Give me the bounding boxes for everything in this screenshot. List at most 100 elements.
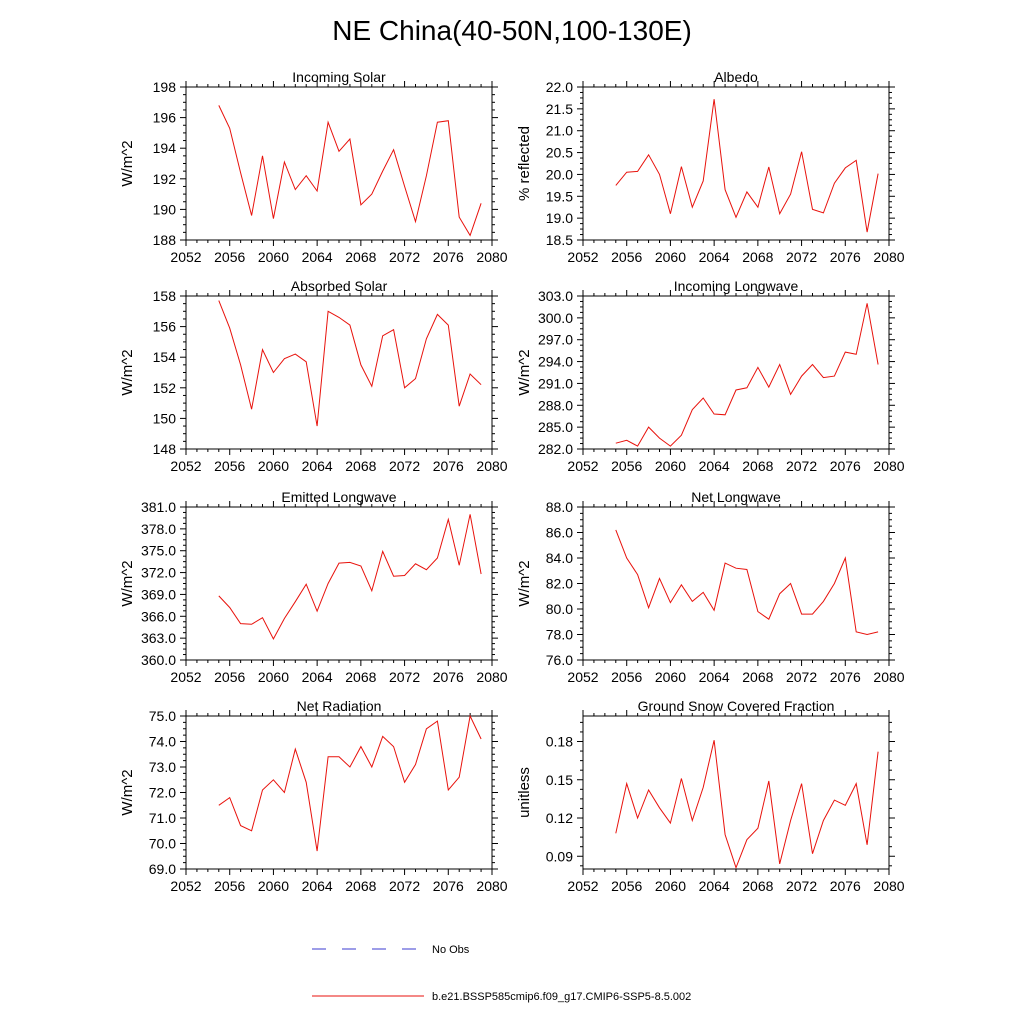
y-tick-label: 74.0 xyxy=(149,734,176,750)
x-tick-label: 2052 xyxy=(170,458,201,474)
x-tick-label: 2076 xyxy=(830,669,861,685)
series-line xyxy=(218,714,482,852)
x-tick-label: 2060 xyxy=(655,458,686,474)
series-line xyxy=(218,105,482,237)
x-tick-label: 2056 xyxy=(214,458,245,474)
panel-2: Albedo % reflected 2052 2056 2060 2064 2068 207… xyxy=(516,69,905,265)
x-tick-label: 2068 xyxy=(742,458,773,474)
y-tick-label: 18.5 xyxy=(546,232,573,248)
y-tick-label: 0.18 xyxy=(546,734,573,750)
x-tick-label: 2052 xyxy=(567,249,598,265)
x-tick-label: 2068 xyxy=(742,878,773,894)
y-tick-label: 158 xyxy=(153,288,177,304)
x-tick-label: 2056 xyxy=(214,878,245,894)
series-line xyxy=(615,529,879,636)
x-tick-label: 2052 xyxy=(170,878,201,894)
x-tick-label: 2052 xyxy=(170,249,201,265)
x-tick-label: 2068 xyxy=(345,878,376,894)
panel-title: Incoming Solar xyxy=(292,69,386,85)
y-tick-label: 288.0 xyxy=(538,397,573,413)
x-tick-label: 2072 xyxy=(786,669,817,685)
panel-5: Emitted Longwave W/m^2 2052 2056 2060 2064 206… xyxy=(119,489,508,685)
y-tick-label: 19.5 xyxy=(546,188,573,204)
y-tick-label: 20.0 xyxy=(546,166,573,182)
x-tick-label: 2080 xyxy=(873,669,904,685)
panel-title: Emitted Longwave xyxy=(281,489,396,505)
x-tick-label: 2076 xyxy=(830,249,861,265)
x-tick-label: 2060 xyxy=(655,249,686,265)
y-axis-label: % reflected xyxy=(516,126,533,201)
y-tick-label: 72.0 xyxy=(149,785,176,801)
y-tick-label: 294.0 xyxy=(538,354,573,370)
x-tick-label: 2068 xyxy=(345,669,376,685)
y-axis-label: W/m^2 xyxy=(119,769,136,815)
y-tick-label: 300.0 xyxy=(538,310,573,326)
x-tick-label: 2076 xyxy=(433,458,464,474)
y-tick-label: 148 xyxy=(153,441,177,457)
x-tick-label: 2076 xyxy=(830,878,861,894)
series-line xyxy=(218,300,482,427)
x-tick-label: 2076 xyxy=(830,458,861,474)
x-tick-label: 2064 xyxy=(699,249,730,265)
y-tick-label: 20.5 xyxy=(546,145,573,161)
series-line xyxy=(615,99,879,233)
y-axis-label: unitless xyxy=(516,767,533,818)
x-tick-label: 2064 xyxy=(302,458,333,474)
y-axis-label: W/m^2 xyxy=(516,560,533,606)
y-tick-label: 0.15 xyxy=(546,772,573,788)
y-tick-label: 366.0 xyxy=(141,608,176,624)
y-tick-label: 369.0 xyxy=(141,586,176,602)
x-tick-label: 2064 xyxy=(699,878,730,894)
panel-title: Albedo xyxy=(714,69,758,85)
x-tick-label: 2076 xyxy=(433,249,464,265)
x-tick-label: 2080 xyxy=(476,878,507,894)
y-tick-label: 19.0 xyxy=(546,210,573,226)
x-tick-label: 2064 xyxy=(302,669,333,685)
legend: No Obs b.e21.BSSP585cmip6.f09_g17.CMIP6-… xyxy=(312,944,691,1003)
x-tick-label: 2068 xyxy=(345,249,376,265)
x-tick-label: 2068 xyxy=(345,458,376,474)
y-tick-label: 73.0 xyxy=(149,759,176,775)
x-tick-label: 2080 xyxy=(873,458,904,474)
y-tick-label: 375.0 xyxy=(141,543,176,559)
y-tick-label: 75.0 xyxy=(149,708,176,724)
y-tick-label: 190 xyxy=(153,201,177,217)
y-tick-label: 71.0 xyxy=(149,810,176,826)
y-tick-label: 0.09 xyxy=(546,848,573,864)
x-tick-label: 2052 xyxy=(170,669,201,685)
panel-1: Incoming Solar W/m^2 2052 2056 2060 2064 2068 2… xyxy=(119,69,508,265)
x-tick-label: 2060 xyxy=(258,878,289,894)
y-tick-label: 194 xyxy=(153,140,177,156)
y-tick-label: 188 xyxy=(153,232,177,248)
x-tick-label: 2080 xyxy=(476,669,507,685)
panel-title: Incoming Longwave xyxy=(674,278,799,294)
y-axis-label: W/m^2 xyxy=(119,140,136,186)
panel-6: Net Longwave W/m^2 2052 2056 2060 2064 2068 207… xyxy=(516,489,905,685)
x-tick-label: 2056 xyxy=(611,669,642,685)
x-tick-label: 2072 xyxy=(389,878,420,894)
x-tick-label: 2060 xyxy=(655,669,686,685)
y-tick-label: 381.0 xyxy=(141,499,176,515)
figure-title: NE China(40-50N,100-130E) xyxy=(332,15,692,46)
y-tick-label: 378.0 xyxy=(141,521,176,537)
y-tick-label: 303.0 xyxy=(538,288,573,304)
x-tick-label: 2064 xyxy=(302,249,333,265)
y-tick-label: 86.0 xyxy=(546,525,573,541)
panel-title: Ground Snow Covered Fraction xyxy=(638,698,835,714)
y-tick-label: 192 xyxy=(153,171,177,187)
x-tick-label: 2056 xyxy=(611,878,642,894)
x-tick-label: 2052 xyxy=(567,669,598,685)
y-tick-label: 21.0 xyxy=(546,123,573,139)
y-tick-label: 84.0 xyxy=(546,550,573,566)
x-tick-label: 2060 xyxy=(258,669,289,685)
series-line xyxy=(615,740,879,870)
y-axis-label: W/m^2 xyxy=(516,349,533,395)
series-line xyxy=(218,514,482,640)
x-tick-label: 2052 xyxy=(567,458,598,474)
x-tick-label: 2080 xyxy=(873,249,904,265)
y-axis-label: W/m^2 xyxy=(119,560,136,606)
y-tick-label: 360.0 xyxy=(141,652,176,668)
x-tick-label: 2080 xyxy=(476,458,507,474)
x-tick-label: 2068 xyxy=(742,249,773,265)
